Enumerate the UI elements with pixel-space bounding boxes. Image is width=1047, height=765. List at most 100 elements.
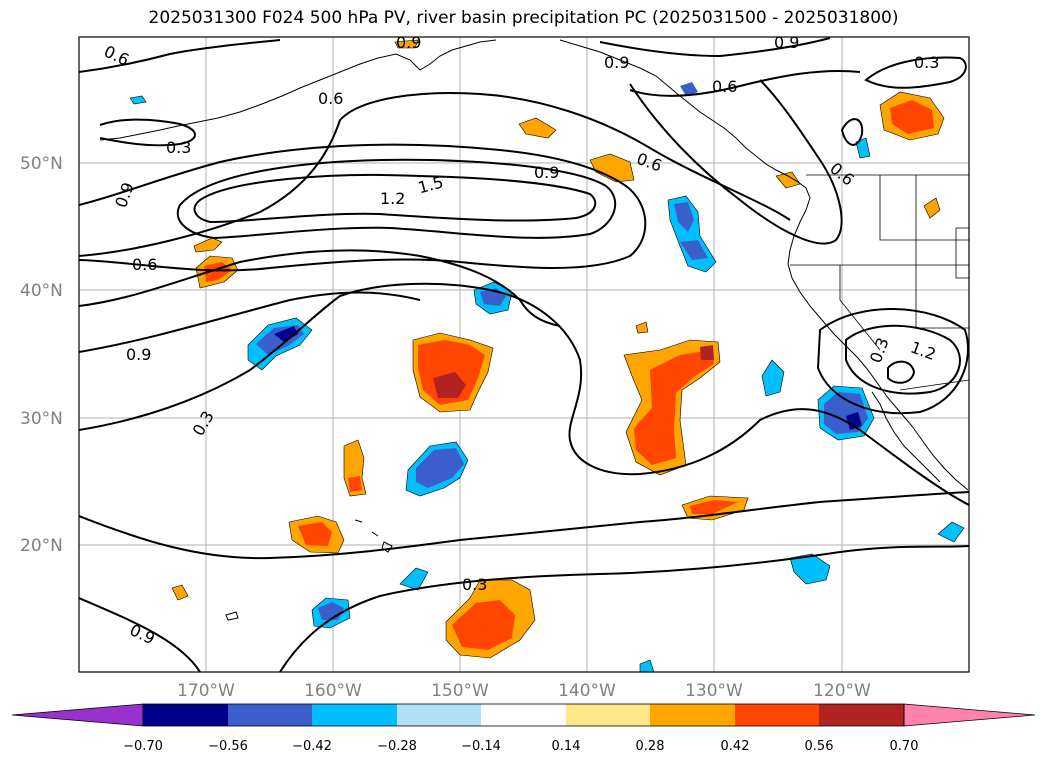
pv-contour-0.3e xyxy=(864,56,967,89)
contour-label: 0.3 xyxy=(914,53,939,72)
colorbar-segment xyxy=(228,704,312,726)
precip-shading xyxy=(129,39,965,672)
precip-neg-blob xyxy=(680,240,708,260)
colorbar: −0.70 −0.56 −0.42 −0.28 −0.14 0.14 0.28 … xyxy=(11,703,1036,754)
precip-neg-blob xyxy=(846,412,862,430)
island-outline xyxy=(225,611,239,621)
alaska-coastline xyxy=(559,39,811,211)
latitude-labels: 50°N 40°N 30°N 20°N xyxy=(20,154,63,556)
lon-label: 150°W xyxy=(431,681,489,701)
contour-label: 0.9 xyxy=(604,53,629,72)
contour-label: 0.6 xyxy=(132,255,157,274)
baja-coastline xyxy=(871,391,941,483)
colorbar-segment xyxy=(143,704,228,726)
precip-neg-blob xyxy=(789,553,831,585)
colorbar-segment xyxy=(312,704,397,726)
lon-label: 140°W xyxy=(558,681,616,701)
precip-pos-blob xyxy=(433,372,466,398)
lat-label: 50°N xyxy=(20,154,63,174)
colorbar-segment xyxy=(397,704,481,726)
precip-pos-blob xyxy=(690,500,738,514)
pv-contour-0.9b xyxy=(79,291,421,353)
colorbar-extend-low xyxy=(11,703,144,727)
precip-pos-blob xyxy=(635,321,649,334)
precip-pos-blob xyxy=(348,476,362,492)
pv-contour-0.6e xyxy=(629,79,843,245)
colorbar-tick-label: −0.56 xyxy=(208,739,248,754)
lon-label: 120°W xyxy=(813,681,871,701)
hawaii-islands xyxy=(354,519,393,553)
contour-label: 0.3 xyxy=(462,575,487,594)
colorbar-segment xyxy=(566,704,650,726)
pv-contour-1.2b xyxy=(845,324,961,395)
precip-pos-blob xyxy=(193,237,223,253)
precip-pos-blob xyxy=(518,117,557,139)
precip-pos-blob xyxy=(394,39,419,49)
map-plot-area: 0.6 0.9 0.3 0.9 0.6 0.9 0.6 1.5 1.2 0.9 … xyxy=(79,33,969,672)
pv-contours xyxy=(79,37,969,672)
contour-label: 0.9 xyxy=(396,33,421,52)
mexico-border xyxy=(899,379,969,391)
precip-pos-blob xyxy=(923,197,941,219)
contour-label: 0.3 xyxy=(166,138,191,157)
colorbar-extend-high xyxy=(903,703,1036,727)
precip-neg-blob xyxy=(416,448,464,488)
contour-label: 0.6 xyxy=(712,77,737,96)
precip-pos-blob xyxy=(890,100,934,134)
precip-pos-blob xyxy=(171,584,189,601)
pv-contour-0.9d xyxy=(816,308,969,415)
colorbar-tick-label: −0.42 xyxy=(292,739,332,754)
pv-contour-0.3 xyxy=(79,282,969,506)
precip-pos-blob xyxy=(418,340,485,405)
pv-contour-0.3c xyxy=(79,597,201,672)
precip-neg-blob xyxy=(680,82,698,96)
precip-neg-blob xyxy=(937,521,965,543)
contour-label: 0.9 xyxy=(534,163,559,182)
precip-pos-blob xyxy=(589,153,635,183)
precip-pos-blob xyxy=(634,350,714,465)
colorbar-tick-label: 0.14 xyxy=(552,739,581,754)
state-border xyxy=(955,227,969,279)
precip-pos-blob xyxy=(700,345,714,360)
pv-contour-0.3f xyxy=(99,118,196,147)
contour-label: 0.9 xyxy=(774,33,799,52)
colorbar-tick-label: −0.70 xyxy=(123,739,163,754)
pv-contour-0.3d xyxy=(279,545,969,672)
pv-contour-0.6 xyxy=(79,92,791,257)
lon-label: 130°W xyxy=(685,681,743,701)
north-america-coastline xyxy=(787,209,969,491)
state-border xyxy=(879,175,969,241)
pv-contour-0.9 xyxy=(79,143,647,272)
precip-pos-blob xyxy=(452,600,515,650)
colorbar-tick-label: 0.28 xyxy=(636,739,665,754)
pv-contour-small xyxy=(840,118,864,146)
coastlines xyxy=(99,39,969,621)
colorbar-segment xyxy=(819,704,904,726)
pv-contour-core xyxy=(887,360,916,384)
colorbar-segment xyxy=(650,704,735,726)
colorbar-segment xyxy=(735,704,819,726)
contour-label: 0.6 xyxy=(318,89,343,108)
colorbar-tick-label: −0.14 xyxy=(461,739,501,754)
state-border xyxy=(839,265,881,351)
colorbar-tick-label: 0.42 xyxy=(721,739,750,754)
precip-neg-blob xyxy=(855,137,871,159)
precip-neg-blob xyxy=(399,567,429,591)
precip-pos-blob xyxy=(298,522,332,546)
colorbar-frame xyxy=(142,703,905,727)
alaska-coastline xyxy=(99,39,497,141)
longitude-labels: 170°W 160°W 150°W 140°W 130°W 120°W xyxy=(177,681,871,701)
precip-neg-blob xyxy=(274,326,298,342)
lon-label: 160°W xyxy=(304,681,362,701)
pv-contour-0.6c xyxy=(79,39,281,73)
colorbar-segment xyxy=(481,704,566,726)
map-frame xyxy=(78,36,970,673)
map-title: 2025031300 F024 500 hPa PV, river basin … xyxy=(148,8,899,28)
lat-label: 40°N xyxy=(20,281,63,301)
pv-contour-0.6d xyxy=(629,69,861,97)
pv-contour-1.2 xyxy=(176,158,617,240)
colorbar-tick-label: 0.70 xyxy=(890,739,919,754)
pv-contour-1.5 xyxy=(193,174,597,224)
precip-neg-blob xyxy=(639,659,655,672)
